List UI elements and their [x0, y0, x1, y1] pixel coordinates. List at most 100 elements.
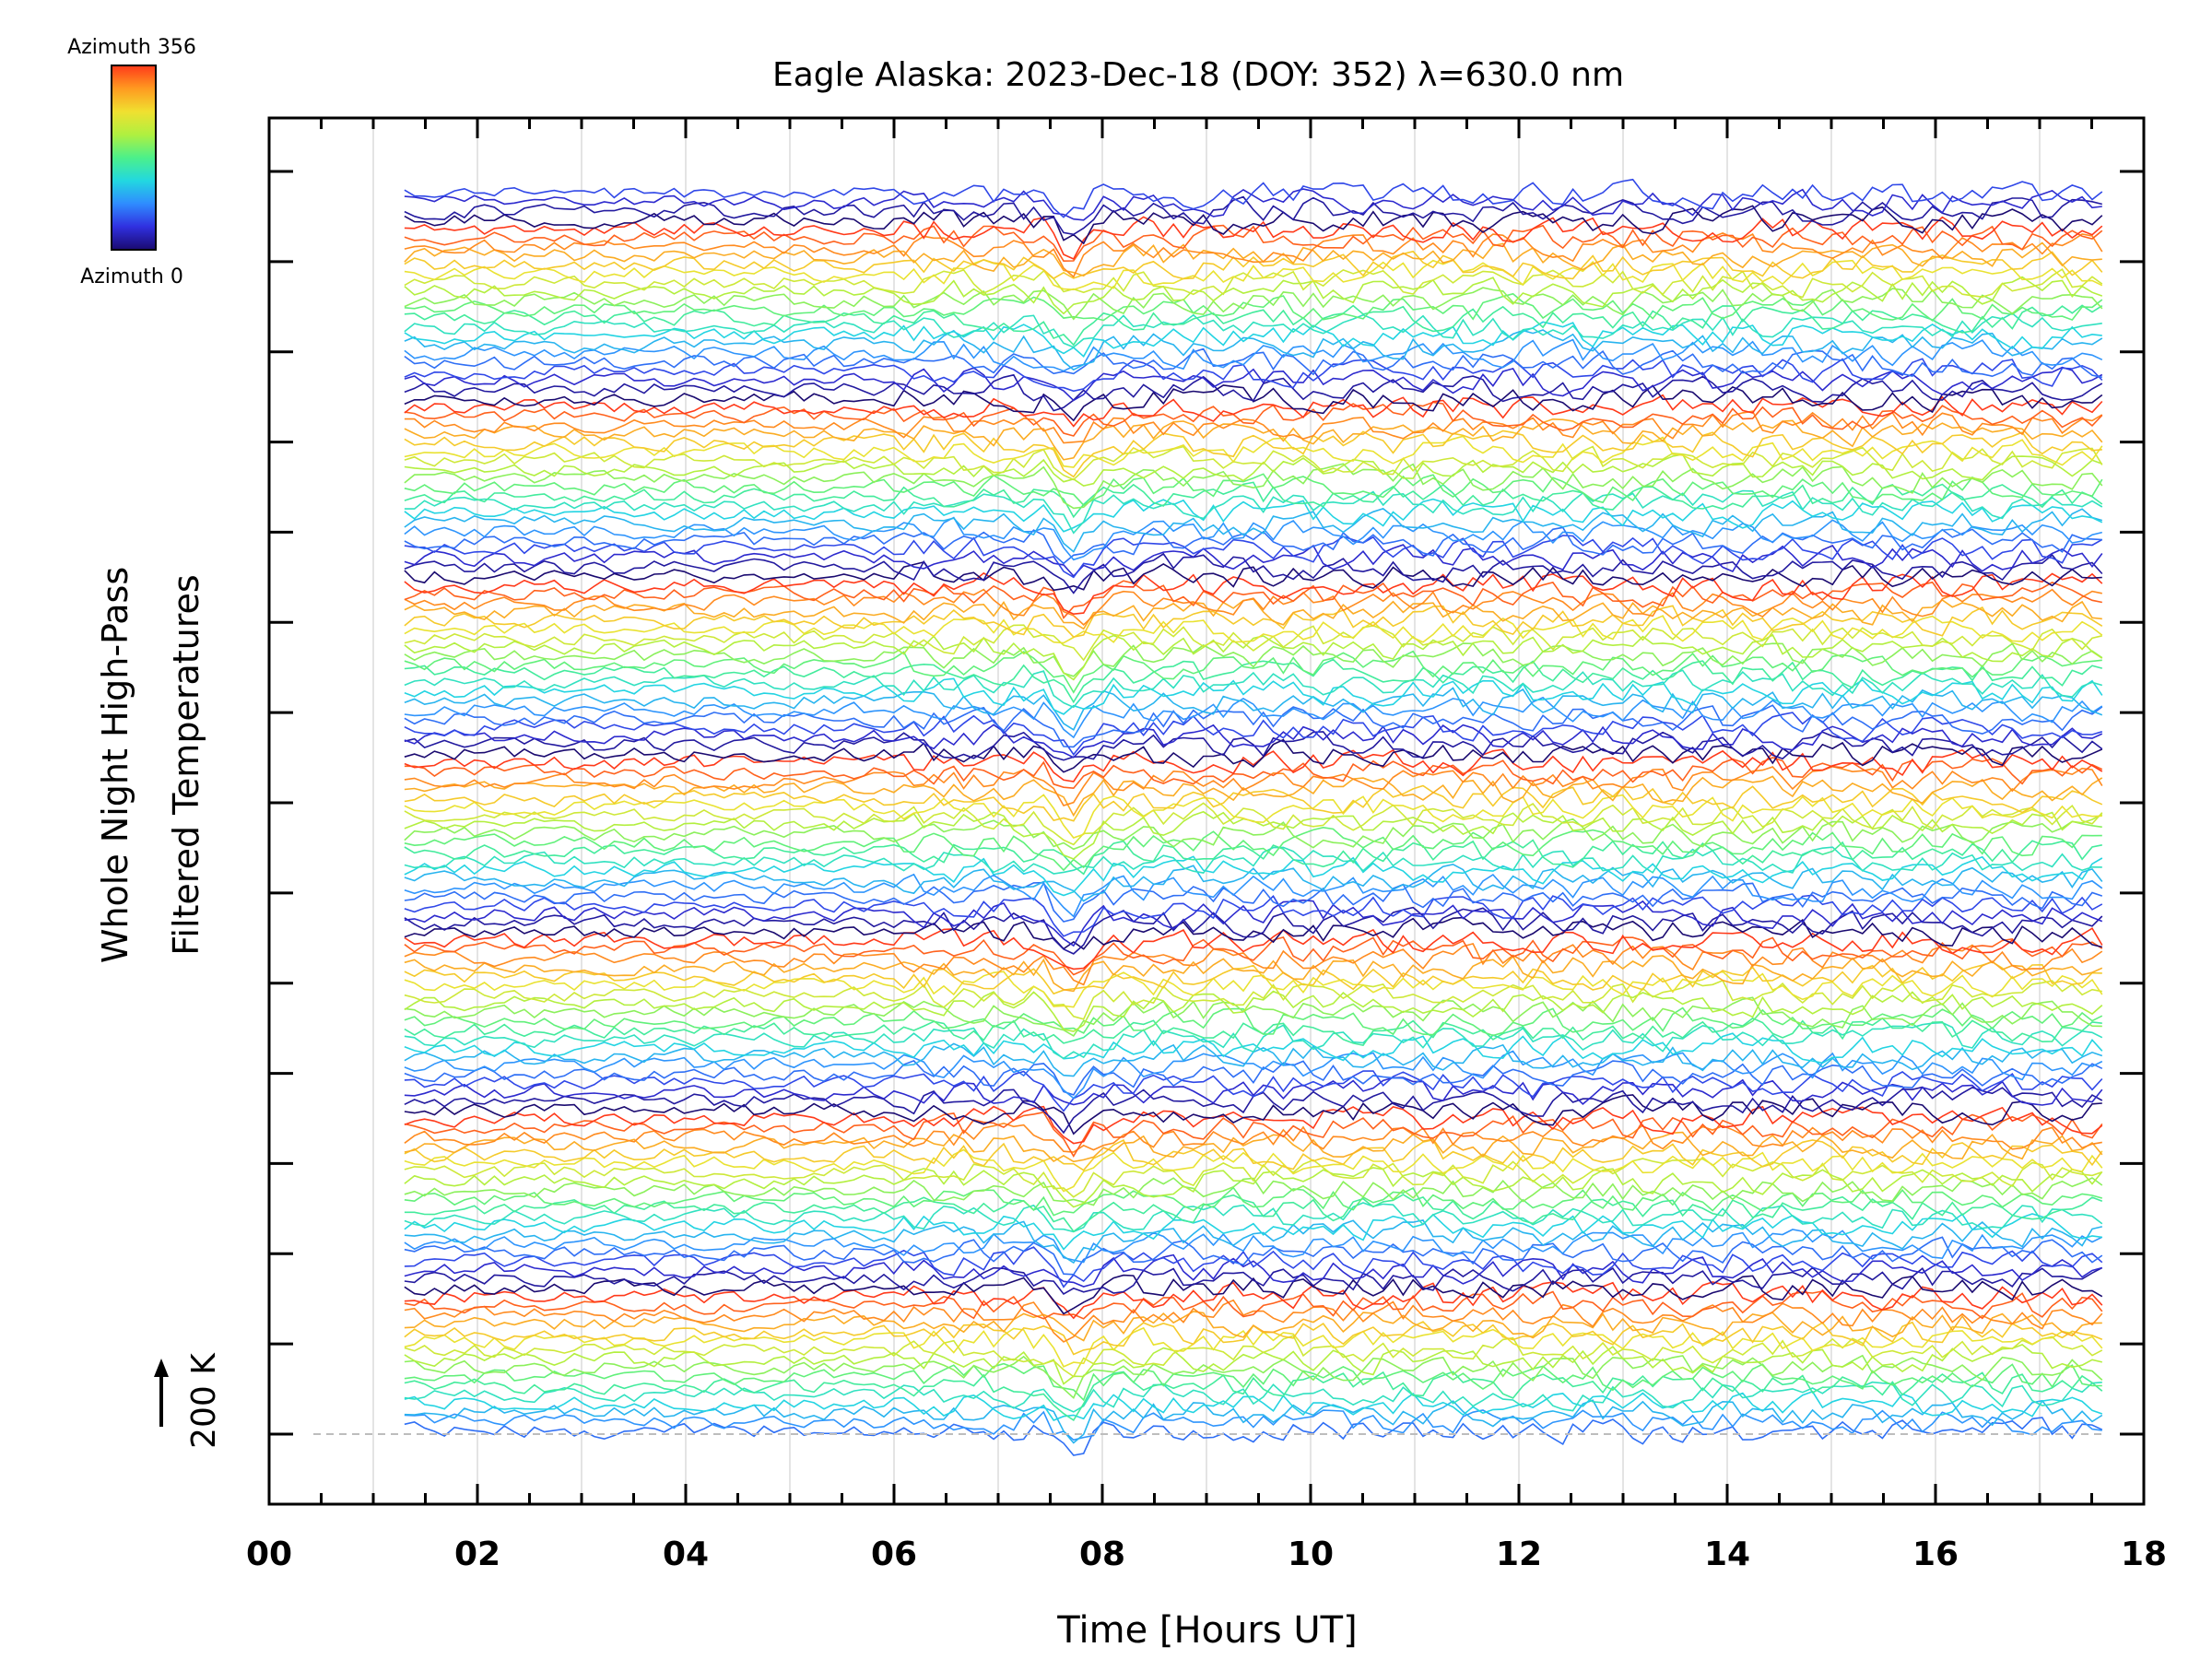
series-line: [404, 1202, 2103, 1233]
series-line: [404, 748, 2103, 782]
series-line: [404, 1006, 2103, 1037]
series-line: [404, 615, 2103, 644]
series-line: [404, 1253, 2103, 1288]
series-line: [404, 1059, 2103, 1096]
series-line: [404, 526, 2102, 565]
y-axis-label-line1: Whole Night High-Pass: [95, 567, 135, 963]
scale-label: 200 K: [185, 1352, 223, 1449]
x-tick-label: 16: [1912, 1535, 1959, 1573]
series-line: [404, 1399, 2103, 1444]
series-line: [404, 195, 2102, 236]
series-line: [404, 1362, 2102, 1402]
series-lines: [404, 178, 2103, 1456]
series-line: [404, 1050, 2103, 1100]
series-line: [404, 899, 2103, 947]
series-line: [404, 216, 2103, 261]
series-line: [404, 1417, 2103, 1456]
x-tick-label: 02: [454, 1535, 500, 1573]
series-line: [404, 906, 2103, 955]
x-tick-label: 06: [871, 1535, 917, 1573]
series-line: [404, 241, 2102, 277]
series-line: [404, 1167, 2103, 1208]
series-line: [404, 990, 2103, 1032]
series-line: [404, 410, 2103, 444]
series-line: [404, 544, 2103, 578]
series-line: [404, 1290, 2103, 1320]
series-line: [404, 535, 2103, 579]
series-line: [404, 1381, 2102, 1413]
series-line: [404, 418, 2103, 461]
series-line: [404, 588, 2102, 626]
series-line: [404, 232, 2103, 278]
x-tick-label: 12: [1496, 1535, 1542, 1573]
series-line: [404, 1186, 2103, 1217]
series-line: [404, 366, 2103, 402]
series-line: [404, 347, 2102, 379]
series-line: [404, 818, 2102, 851]
series-line: [404, 1111, 2103, 1158]
series-line: [404, 1236, 2103, 1276]
series-line: [404, 669, 2103, 709]
series-line: [404, 250, 2103, 280]
series-line: [404, 312, 2102, 348]
series-line: [404, 401, 2103, 437]
series-line: [404, 1105, 2103, 1145]
series-line: [404, 321, 2102, 358]
series-line: [404, 394, 2103, 428]
series-line: [404, 489, 2103, 535]
series-line: [404, 605, 2103, 638]
series-line: [404, 453, 2103, 488]
series-line: [404, 1138, 2103, 1171]
series-line: [404, 1122, 2102, 1153]
series-line: [404, 552, 2103, 594]
series-line: [404, 1177, 2103, 1206]
colorbar-gradient: [111, 65, 157, 251]
series-line: [404, 724, 2103, 759]
series-line: [404, 429, 2102, 478]
series-line: [404, 1017, 2102, 1046]
series-line: [404, 731, 2103, 761]
series-line: [404, 1266, 2103, 1296]
x-tick-label: 00: [246, 1535, 292, 1573]
series-line: [404, 205, 2103, 245]
series-line: [404, 1274, 2103, 1315]
series-line: [404, 942, 2103, 986]
series-line: [404, 1194, 2103, 1233]
x-tick-labels: 00 02 04 06 08 10 12 14 16 18: [246, 1535, 2167, 1573]
scale-arrow-head: [154, 1359, 169, 1377]
series-line: [404, 267, 2103, 299]
series-line: [404, 765, 2103, 806]
series-line: [404, 287, 2103, 321]
series-line: [404, 276, 2103, 315]
series-line: [404, 384, 2103, 422]
series-line: [404, 508, 2103, 553]
series-line: [404, 633, 2103, 681]
axis-ticks: [267, 118, 2146, 1504]
series-line: [404, 1343, 2102, 1385]
series-line: [404, 1390, 2103, 1421]
series-line: [404, 738, 2103, 773]
series-line: [404, 580, 2102, 619]
series-line: [404, 642, 2103, 677]
series-line: [404, 996, 2102, 1037]
series-line: [404, 329, 2103, 371]
colorbar-bottom-label: Azimuth 0: [80, 265, 183, 288]
x-tick-label: 10: [1288, 1535, 1334, 1573]
series-line: [404, 435, 2103, 468]
series-line: [404, 188, 2102, 221]
series-line: [404, 863, 2103, 902]
series-line: [404, 960, 2102, 995]
series-line: [404, 971, 2103, 1008]
series-line: [404, 1299, 2103, 1343]
x-tick-label: 18: [2121, 1535, 2167, 1573]
series-line: [404, 304, 2103, 347]
series-line: [404, 1335, 2103, 1378]
series-line: [404, 1229, 2103, 1264]
series-line: [404, 927, 2103, 971]
series-line: [404, 802, 2103, 846]
series-line: [404, 1281, 2103, 1320]
series-line: [404, 224, 2103, 263]
series-line: [404, 839, 2102, 876]
series-line: [404, 1219, 2102, 1265]
